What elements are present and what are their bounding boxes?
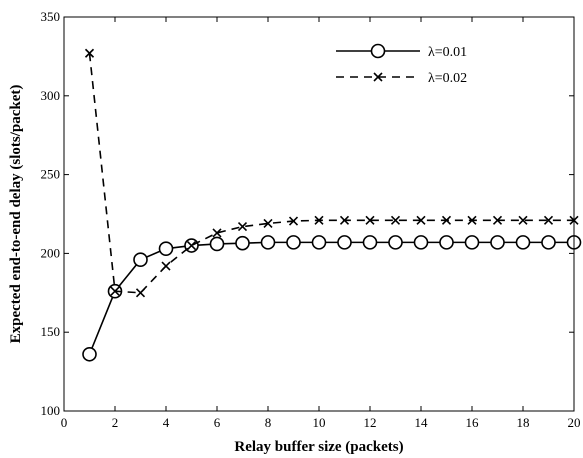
y-tick-label: 150 xyxy=(41,324,61,339)
series-2-point xyxy=(135,288,146,298)
series-2-point xyxy=(110,286,120,296)
series-2-point xyxy=(416,215,426,225)
series-2-point xyxy=(314,215,324,225)
series-2-point-stroke-b xyxy=(518,215,528,225)
series-2-point-stroke-b xyxy=(84,48,95,58)
series-1-point xyxy=(490,235,505,250)
series-2-point-stroke-b xyxy=(492,215,503,225)
series-2-point-stroke-b xyxy=(161,261,171,271)
legend-label-1: λ=0.01 xyxy=(428,45,467,60)
series-1-point xyxy=(209,236,225,252)
axes: 0 2 4 6 8 10 12 14 16 18 20 100 150 200 250 300 350 xyxy=(41,9,581,430)
series-1-point xyxy=(235,235,250,251)
x-tick-label: 6 xyxy=(214,415,221,430)
series-1-point xyxy=(82,346,97,362)
series-1-point xyxy=(464,235,480,250)
series-2-point xyxy=(161,261,171,271)
x-tick-label: 14 xyxy=(415,415,429,430)
x-tick-label: 16 xyxy=(466,415,480,430)
series-2-point xyxy=(390,215,401,225)
series-2-point-stroke-b xyxy=(186,240,197,251)
series-1-point xyxy=(413,235,429,250)
series-2-point xyxy=(237,222,248,232)
series-1-point xyxy=(337,235,352,250)
series-2-point-stroke-b xyxy=(441,215,452,225)
legend-label-2: λ=0.02 xyxy=(428,71,467,86)
series-2-point xyxy=(186,240,197,251)
series-2-point-stroke-b xyxy=(543,215,554,225)
y-tick-label: 350 xyxy=(41,9,61,24)
x-tick-label: 10 xyxy=(313,415,326,430)
x-axis-label: Relay buffer size (packets) xyxy=(234,439,403,455)
y-tick-label: 300 xyxy=(41,88,61,103)
series-2-point-stroke-b xyxy=(212,228,222,238)
series-2-point xyxy=(441,215,452,225)
series-2-point-stroke-b xyxy=(135,288,146,298)
legend-marker-2 xyxy=(373,72,383,82)
series-2-point xyxy=(365,215,375,225)
series-2-point-stroke-b xyxy=(390,215,401,225)
series-line-2 xyxy=(88,53,574,294)
series-2-point xyxy=(288,216,299,226)
legend: λ=0.01 λ=0.02 xyxy=(336,43,467,86)
series-1-point xyxy=(362,235,378,250)
series-1-point xyxy=(133,252,148,268)
x-tick-label: 2 xyxy=(112,415,119,430)
series-1-point xyxy=(260,235,276,250)
x-tick-label: 12 xyxy=(364,415,377,430)
y-axis-label: Expected end-to-end delay (slots/packet) xyxy=(8,85,24,344)
series-2-point xyxy=(339,215,350,225)
series-1-point xyxy=(541,235,556,250)
series-2-point-stroke-b xyxy=(288,216,299,226)
x-tick-label: 20 xyxy=(568,415,581,430)
series-2-point xyxy=(543,215,554,225)
legend-marker-1 xyxy=(370,43,386,59)
plot-marks xyxy=(82,48,582,362)
series-2-point xyxy=(263,218,273,229)
x-tick-label: 8 xyxy=(265,415,272,430)
series-2-point xyxy=(518,215,528,225)
series-2-point-stroke-b xyxy=(263,218,273,229)
plot-area xyxy=(64,17,574,411)
series-1-point xyxy=(286,235,301,250)
series-1-point xyxy=(388,235,403,250)
legend-marker-2-stroke-b xyxy=(373,72,383,82)
series-1-point xyxy=(439,235,454,250)
series-2-point-stroke-b xyxy=(110,286,120,296)
series-1-point xyxy=(515,235,531,250)
series-1-point xyxy=(158,241,174,256)
series-2-point-stroke-b xyxy=(467,215,477,225)
series-2-point xyxy=(212,228,222,238)
series-2-point xyxy=(492,215,503,225)
y-tick-label: 200 xyxy=(41,245,61,260)
x-tick-label: 4 xyxy=(163,415,170,430)
series-2-point-stroke-b xyxy=(339,215,350,225)
y-tick-label: 100 xyxy=(41,403,61,418)
series-2-point xyxy=(467,215,477,225)
series-2-point xyxy=(84,48,95,58)
series-1-point xyxy=(311,235,327,250)
series-2-point-stroke-b xyxy=(237,222,248,232)
series-2-point-stroke-b xyxy=(365,215,375,225)
series-2-point-stroke-b xyxy=(314,215,324,225)
series-2-point-stroke-b xyxy=(416,215,426,225)
y-tick-label: 250 xyxy=(41,167,61,182)
x-tick-label: 0 xyxy=(61,415,68,430)
x-tick-label: 18 xyxy=(517,415,530,430)
